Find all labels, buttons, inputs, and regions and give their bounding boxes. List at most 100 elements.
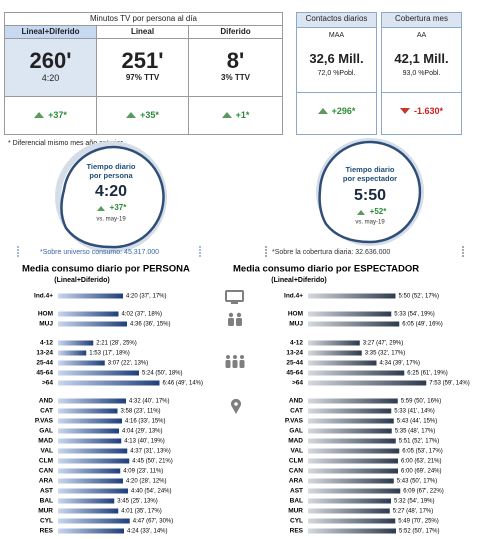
bar [58, 518, 130, 524]
bar [58, 488, 128, 494]
bar [58, 408, 118, 414]
category-label: P.VAS [285, 418, 304, 425]
bar [58, 428, 119, 434]
circle-frame [60, 145, 165, 249]
category-label: AST [40, 488, 53, 495]
category-label: CAN [39, 468, 53, 475]
circle-compare: vs. may-19 [96, 217, 126, 223]
value-label: 6:00 (63', 21%) [401, 459, 442, 465]
bar [58, 321, 127, 327]
category-label: VAL [40, 448, 53, 455]
diff: +1* [189, 110, 282, 120]
value-label: 6:05 (49', 16%) [402, 322, 443, 328]
location-icon [231, 398, 242, 414]
value-label: 3:35 (32', 17%) [365, 351, 406, 357]
category-label: CYL [40, 518, 53, 525]
category-label: AND [39, 398, 53, 405]
chart-title: Media consumo diario por ESPECTADOR [233, 264, 419, 275]
trend-arrow [97, 206, 105, 211]
group-icon [232, 360, 238, 368]
value-label: 3:07 (22', 13%) [108, 361, 149, 367]
bar [308, 498, 391, 504]
value-label: 7:53 (59', 14%) [429, 381, 470, 387]
category-label: MAD [38, 438, 53, 445]
value-label: 5:52 (50', 17%) [399, 529, 440, 535]
value-label: 5:33 (41', 14%) [394, 409, 435, 415]
value-label: 4:04 (29', 13%) [122, 429, 163, 435]
category-label: P.VAS [35, 418, 54, 425]
diff-value: +37* [48, 110, 67, 120]
box-header: Contactos diarios [297, 13, 376, 28]
box-sub: 72,0 %Pobl. [317, 70, 356, 77]
value-label: 6:05 (53', 17%) [402, 449, 443, 455]
bar [308, 321, 400, 327]
bar [308, 370, 405, 376]
category-label: GAL [289, 428, 303, 435]
value-label: 6:46 (49', 14%) [163, 381, 204, 387]
category-label: MUJ [39, 321, 53, 328]
circle-title: por persona [89, 171, 133, 180]
diff-value: +1* [235, 110, 250, 120]
people-icon [228, 312, 234, 318]
group-icon [239, 360, 245, 368]
footnote: * Diferencial mismo mes año anterior [8, 140, 123, 147]
value-label: 6:09 (67', 22%) [403, 489, 444, 495]
diff: +35* [97, 110, 188, 120]
category-label: AND [289, 398, 303, 405]
value-label: 5:27 (48', 17%) [393, 509, 434, 515]
bar [308, 478, 394, 484]
value: 251' [121, 48, 164, 73]
value-label: 4:09 (23', 11%) [123, 469, 163, 475]
category-label: 13-24 [36, 350, 53, 357]
bar [308, 508, 390, 514]
tv-icon [231, 302, 238, 304]
box-value: 42,1 Mill. [394, 51, 449, 66]
bar [58, 478, 123, 484]
category-label: BAL [290, 498, 303, 505]
chart-subtitle: (Lineal+Diferido) [271, 277, 326, 284]
value-label: 5:32 (54', 19%) [394, 499, 435, 505]
value-label: 5:43 (50', 17%) [397, 479, 438, 485]
value-label: 5:51 (52', 17%) [399, 439, 440, 445]
diff-value: +296* [331, 106, 356, 116]
category-label: HOM [38, 311, 53, 318]
bar [308, 488, 401, 494]
box-label: AA [416, 32, 427, 39]
trend-arrow [399, 108, 410, 114]
diff-value: +35* [140, 110, 159, 120]
category-label: 45-64 [36, 370, 53, 377]
value: 260' [29, 48, 72, 73]
category-label: 45-64 [286, 370, 303, 377]
category-label: BAL [40, 498, 53, 505]
value-label: 4:20 (28', 12%) [126, 479, 167, 485]
circle-title: por espectador [343, 174, 397, 183]
icons [225, 290, 245, 414]
category-label: GAL [39, 428, 53, 435]
value-label: 1:53 (17', 18%) [89, 351, 130, 357]
box-sub: 93,0 %Pobl. [402, 70, 441, 77]
bar [58, 508, 119, 514]
value-label: 5:50 (52', 17%) [399, 294, 440, 300]
value-label: 4:13 (40', 19%) [124, 439, 165, 445]
diff: +296* [297, 106, 376, 116]
bar [308, 438, 396, 444]
category-label: HOM [288, 311, 303, 318]
value-cell: 260' 4:20 [4, 38, 97, 97]
diff-cell: +1* [188, 96, 283, 135]
box-label: MAA [328, 32, 345, 39]
category-label: CYL [290, 518, 303, 525]
sub-value: 3% TTV [221, 73, 250, 82]
tv-icon [225, 290, 244, 302]
people-icon [236, 312, 242, 318]
category-label: CLM [289, 458, 303, 465]
circle-value: 5:50 [354, 187, 386, 204]
bar [58, 528, 124, 534]
bar [308, 380, 427, 386]
note-bracket [17, 246, 201, 257]
circle-compare: vs. may-19 [355, 220, 385, 226]
category-label: 25-44 [286, 360, 303, 367]
category-label: MUJ [289, 321, 303, 328]
bar [58, 398, 126, 404]
value-label: 5:49 (70', 25%) [398, 519, 439, 525]
